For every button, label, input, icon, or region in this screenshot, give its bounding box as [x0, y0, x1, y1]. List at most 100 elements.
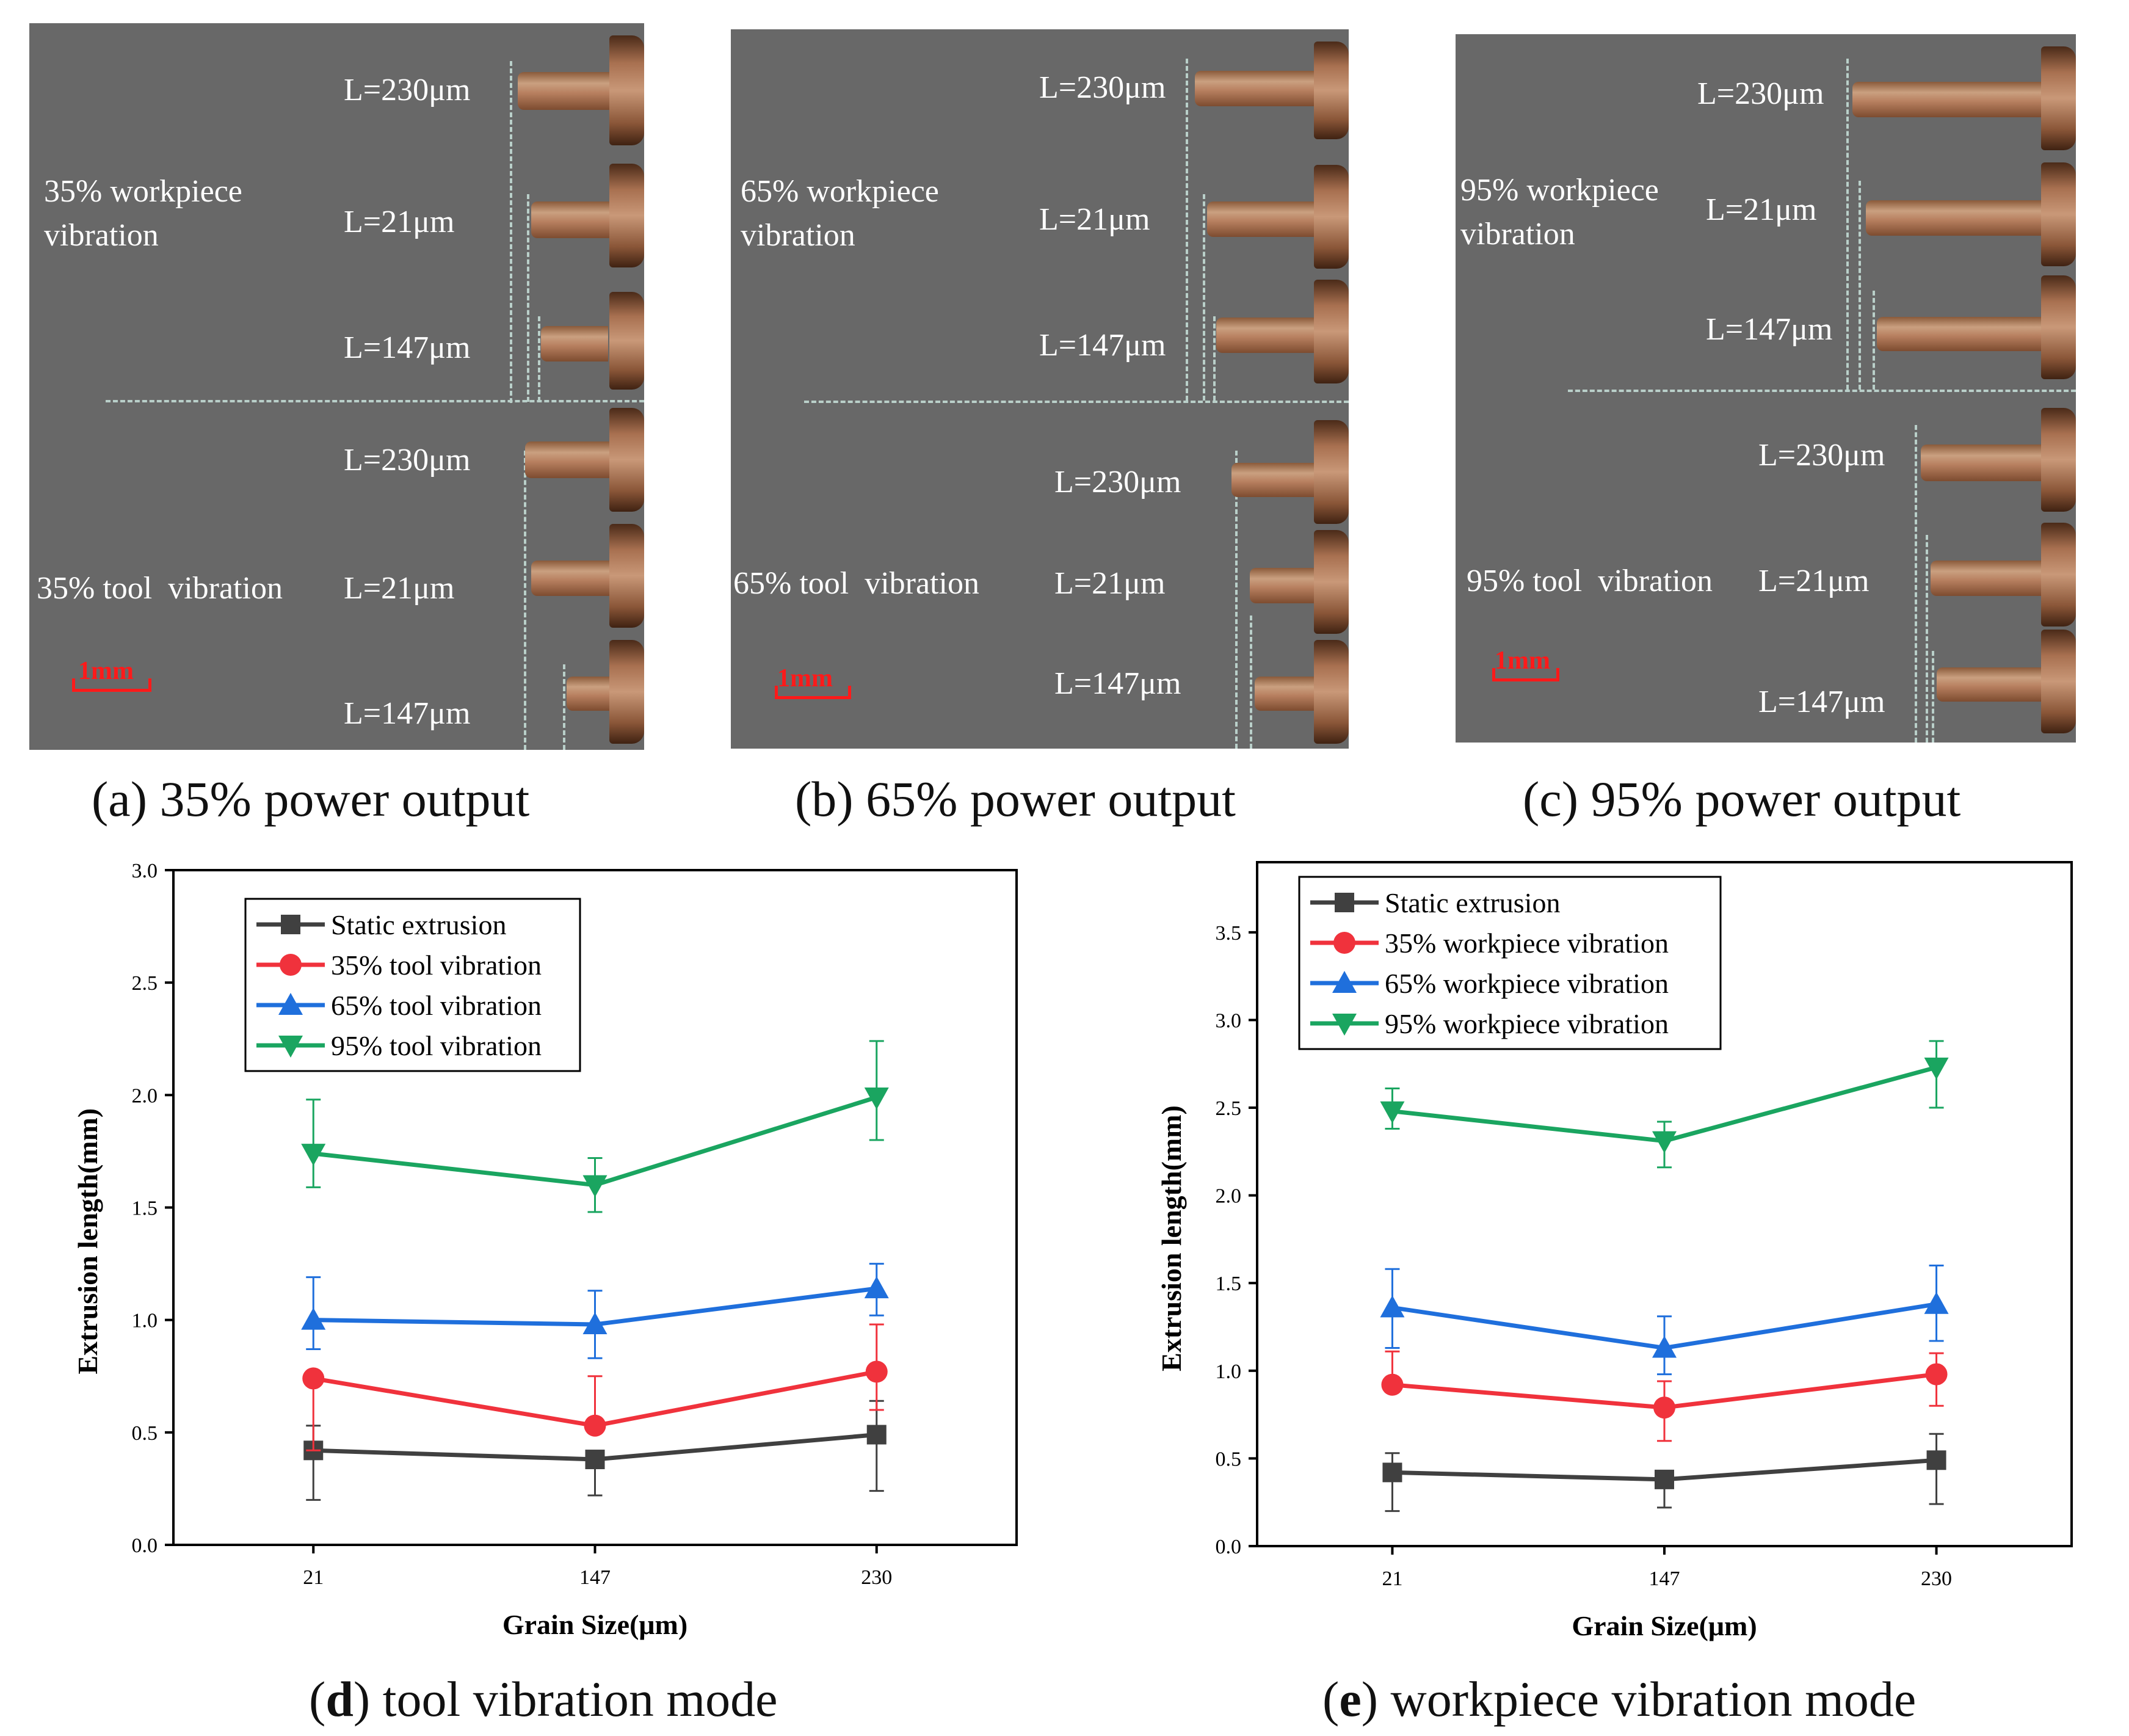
- guide-line: [527, 194, 529, 402]
- sample-label: L=147μm: [1758, 685, 1885, 719]
- sample-label: L=230μm: [1697, 76, 1824, 111]
- specimen-image: [531, 524, 644, 628]
- photo-panel-c: 95% workpiece vibration L=230μm L=21μm L…: [1456, 34, 2076, 743]
- sample-label: L=147μm: [344, 330, 471, 365]
- y-tick-label: 3.5: [1216, 922, 1242, 945]
- data-point: [1652, 1131, 1677, 1153]
- specimen-image: [1207, 165, 1349, 269]
- data-point: [582, 1175, 608, 1197]
- legend-label: Static extrusion: [1385, 887, 1560, 918]
- series-3: [1380, 1040, 1949, 1169]
- scale-bar-label: 1mm: [78, 657, 134, 685]
- guide-line: [510, 61, 512, 403]
- series-2: [1380, 1265, 1949, 1376]
- y-tick-label: 0.0: [132, 1534, 158, 1557]
- data-point: [1381, 1373, 1404, 1396]
- sample-label: L=230μm: [1039, 70, 1166, 105]
- mode-label-tool: 35% tool vibration: [37, 571, 283, 606]
- legend-label: 35% tool vibration: [331, 950, 542, 981]
- sample-label: L=147μm: [1054, 666, 1181, 701]
- specimen-image: [1216, 280, 1349, 383]
- scale-bar-label: 1mm: [777, 664, 833, 692]
- guide-line: [1235, 451, 1238, 749]
- guide-line: [538, 316, 540, 402]
- x-tick-label: 230: [861, 1566, 892, 1589]
- y-tick-label: 2.0: [1216, 1185, 1242, 1208]
- data-point: [1653, 1396, 1675, 1419]
- data-point: [1924, 1058, 1949, 1080]
- mode-label-line: 35% workpiece: [44, 174, 242, 209]
- mode-label-line: vibration: [44, 218, 159, 253]
- guide-line: [1203, 194, 1205, 401]
- data-point: [301, 1144, 326, 1166]
- series-3: [301, 1040, 889, 1213]
- sample-label: L=147μm: [344, 696, 471, 731]
- caption-e: (e) workpiece vibration mode: [1322, 1671, 1917, 1727]
- guide-line: [1186, 59, 1188, 401]
- data-point: [864, 1276, 889, 1299]
- guide-line: [563, 664, 565, 750]
- scale-bar-line: [775, 686, 851, 699]
- x-tick-label: 147: [579, 1566, 611, 1589]
- caption-d-text: tool vibration mode: [370, 1671, 778, 1727]
- series-1: [302, 1323, 888, 1451]
- sample-label: L=147μm: [1039, 328, 1166, 363]
- legend-marker: [278, 1036, 303, 1058]
- y-tick-label: 0.0: [1216, 1536, 1242, 1558]
- photo-panel-a: 35% workpiece vibration L=230μm L=21μm L…: [29, 23, 644, 750]
- mode-label-workpiece: 95% workpiece vibration: [1460, 169, 1659, 256]
- guide-line: [1250, 616, 1252, 749]
- divider-line: [106, 400, 644, 402]
- sample-label: L=230μm: [344, 73, 471, 107]
- guide-line: [524, 451, 526, 750]
- legend-box: [244, 898, 581, 1072]
- data-point: [1382, 1462, 1402, 1483]
- series-1: [1381, 1350, 1948, 1442]
- data-point: [864, 1088, 889, 1110]
- guide-line: [1915, 425, 1917, 743]
- legend-label: 65% tool vibration: [331, 990, 542, 1021]
- legend-label: 35% workpiece vibration: [1385, 928, 1669, 959]
- guide-line: [1873, 291, 1875, 390]
- divider-line: [1568, 390, 2076, 392]
- series-0: [1382, 1433, 1946, 1513]
- y-tick-label: 3.0: [132, 860, 158, 882]
- specimen-image: [1877, 275, 2076, 379]
- y-tick-label: 1.5: [1216, 1273, 1242, 1295]
- legend-marker: [280, 954, 302, 976]
- legend: Static extrusion 35% tool vibration 65% to…: [244, 898, 581, 1072]
- caption-b: (b) 65% power output: [795, 771, 1236, 827]
- photo-panel-b: 65% workpiece vibration L=230μm L=21μm L…: [731, 29, 1349, 749]
- data-point: [302, 1367, 325, 1390]
- mode-label-line: vibration: [741, 218, 855, 253]
- data-point: [1925, 1363, 1948, 1386]
- data-point: [1926, 1450, 1946, 1470]
- sample-label: L=21μm: [344, 205, 455, 239]
- x-axis-label: Grain Size(μm): [502, 1609, 687, 1640]
- legend-marker: [1335, 893, 1354, 912]
- specimen-image: [1921, 408, 2076, 512]
- x-tick-label: 230: [1921, 1567, 1952, 1590]
- divider-line: [804, 401, 1349, 403]
- legend-marker: [278, 993, 303, 1015]
- y-tick-label: 3.0: [1216, 1009, 1242, 1032]
- specimen-image: [1852, 46, 2076, 150]
- guide-line: [1846, 59, 1849, 390]
- y-tick-label: 1.0: [132, 1310, 158, 1332]
- sample-label: L=21μm: [1039, 202, 1150, 237]
- data-point: [585, 1450, 605, 1470]
- guide-line: [1859, 181, 1861, 390]
- caption-e-text: workpiece vibration mode: [1378, 1671, 1917, 1727]
- specimen-image: [1195, 42, 1349, 139]
- guide-line: [1213, 316, 1216, 401]
- specimen-image: [1250, 530, 1349, 634]
- mode-label-workpiece: 35% workpiece vibration: [44, 170, 242, 258]
- y-tick-label: 2.5: [1216, 1097, 1242, 1120]
- caption-d-letter: d: [325, 1671, 354, 1727]
- y-tick-label: 1.0: [1216, 1360, 1242, 1383]
- mode-label-line: vibration: [1460, 217, 1575, 252]
- specimen-image: [1866, 162, 2076, 266]
- specimen-image: [518, 35, 644, 145]
- data-point: [1380, 1101, 1405, 1124]
- legend-marker: [1333, 932, 1355, 954]
